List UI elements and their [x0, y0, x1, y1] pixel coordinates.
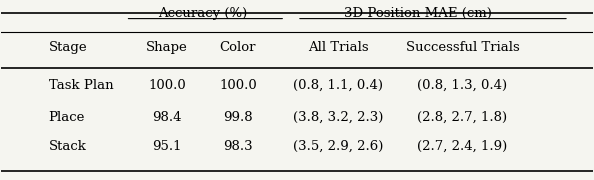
Text: (3.8, 3.2, 2.3): (3.8, 3.2, 2.3) [293, 111, 384, 124]
Text: 3D Position MAE (cm): 3D Position MAE (cm) [345, 7, 492, 20]
Text: 98.3: 98.3 [223, 140, 252, 153]
Text: (2.8, 2.7, 1.8): (2.8, 2.7, 1.8) [418, 111, 508, 124]
Text: (0.8, 1.3, 0.4): (0.8, 1.3, 0.4) [418, 79, 508, 92]
Text: Successful Trials: Successful Trials [406, 40, 519, 54]
Text: (3.5, 2.9, 2.6): (3.5, 2.9, 2.6) [293, 140, 384, 153]
Text: 95.1: 95.1 [152, 140, 182, 153]
Text: Color: Color [220, 40, 256, 54]
Text: (0.8, 1.1, 0.4): (0.8, 1.1, 0.4) [293, 79, 383, 92]
Text: Task Plan: Task Plan [49, 79, 113, 92]
Text: Accuracy (%): Accuracy (%) [158, 7, 247, 20]
Text: Stage: Stage [49, 40, 87, 54]
Text: 100.0: 100.0 [219, 79, 257, 92]
Text: 99.8: 99.8 [223, 111, 252, 124]
Text: Stack: Stack [49, 140, 87, 153]
Text: (2.7, 2.4, 1.9): (2.7, 2.4, 1.9) [418, 140, 508, 153]
Text: 100.0: 100.0 [148, 79, 186, 92]
Text: All Trials: All Trials [308, 40, 369, 54]
Text: 98.4: 98.4 [152, 111, 182, 124]
Text: Shape: Shape [146, 40, 188, 54]
Text: Place: Place [49, 111, 85, 124]
